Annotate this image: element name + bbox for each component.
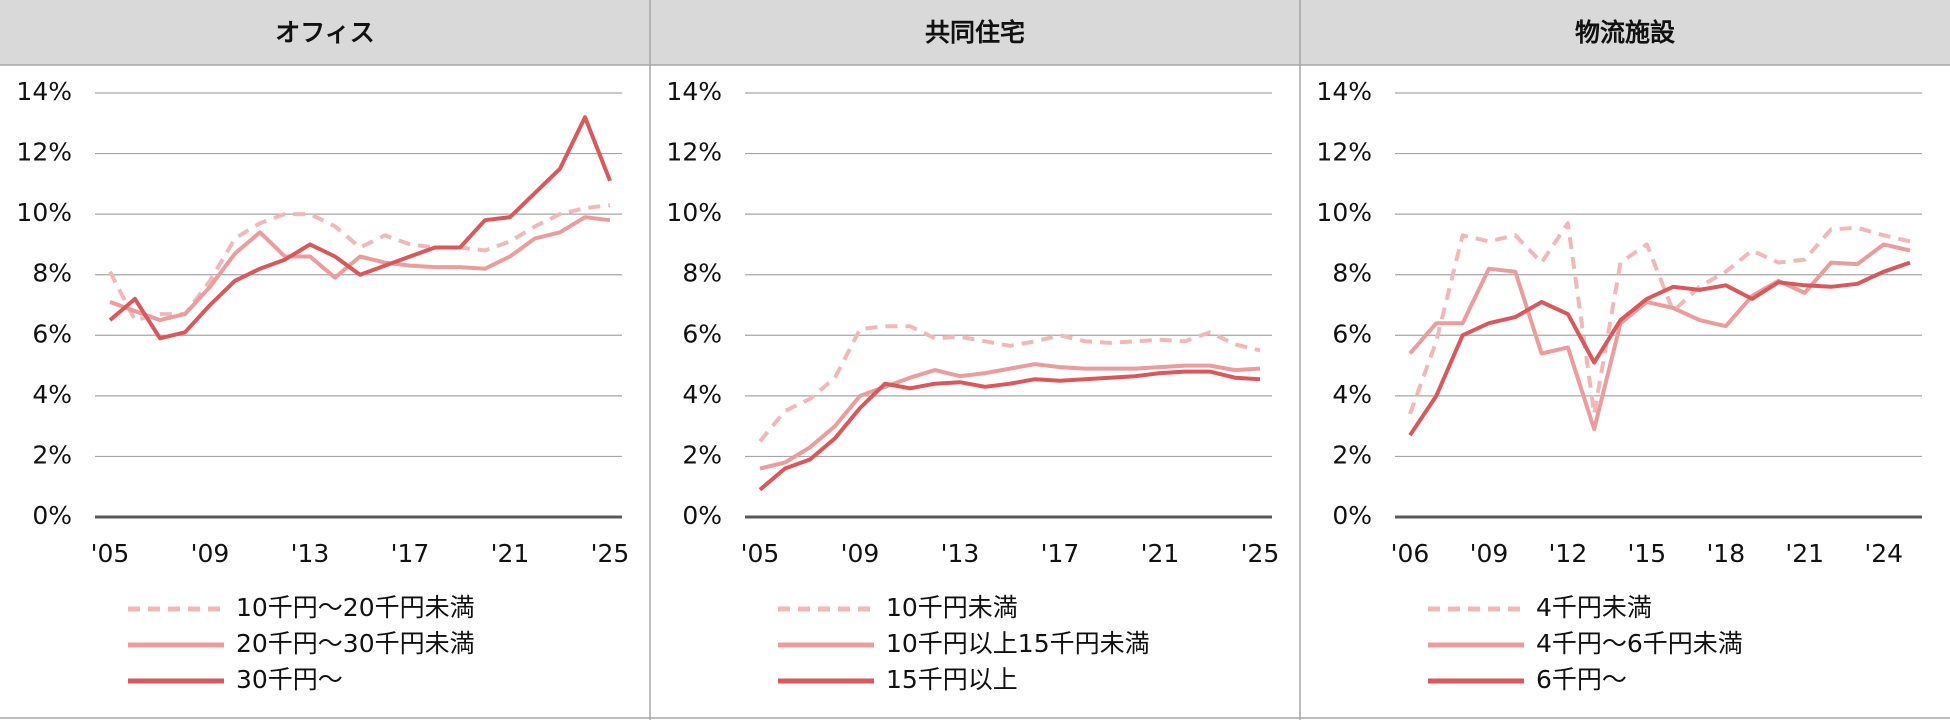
x-tick-label: '15 <box>1627 539 1666 568</box>
legend-label: 20千円～30千円未満 <box>236 629 475 658</box>
legend-label: 4千円未満 <box>1536 593 1652 622</box>
series-line <box>758 324 1261 443</box>
header-band <box>0 0 1950 65</box>
x-tick-label: '13 <box>291 539 330 568</box>
x-tick-label: '25 <box>591 539 630 568</box>
legend-label: 4千円～6千円未満 <box>1536 629 1743 658</box>
x-tick-label: '21 <box>491 539 530 568</box>
y-tick-label: 12% <box>1316 138 1372 167</box>
y-tick-label: 2% <box>1332 440 1372 469</box>
y-tick-label: 0% <box>682 501 722 530</box>
x-tick-label: '09 <box>191 539 230 568</box>
y-tick-label: 6% <box>1332 319 1372 348</box>
y-tick-label: 10% <box>16 198 72 227</box>
y-tick-label: 12% <box>666 138 722 167</box>
legend-label: 10千円未満 <box>886 593 1018 622</box>
y-tick-label: 4% <box>682 380 722 409</box>
y-tick-label: 8% <box>682 259 722 288</box>
panel-title: 共同住宅 <box>925 18 1025 47</box>
series-line <box>108 115 612 341</box>
series-line <box>108 203 611 323</box>
x-tick-label: '05 <box>91 539 130 568</box>
x-tick-label: '17 <box>1041 539 1080 568</box>
series-line <box>1408 242 1911 432</box>
x-tick-label: '09 <box>1470 539 1509 568</box>
series-line <box>1408 221 1911 416</box>
series-line <box>109 215 611 323</box>
x-tick-label: '25 <box>1241 539 1280 568</box>
series-line <box>758 369 1261 492</box>
x-tick-label: '05 <box>741 539 780 568</box>
y-tick-label: 14% <box>1316 77 1372 106</box>
legend-label: 6千円～ <box>1536 665 1627 694</box>
y-tick-label: 8% <box>1332 259 1372 288</box>
legend-label: 15千円以上 <box>886 665 1018 694</box>
y-tick-label: 2% <box>682 440 722 469</box>
x-tick-label: '17 <box>391 539 430 568</box>
x-tick-label: '18 <box>1706 539 1745 568</box>
x-tick-label: '06 <box>1391 539 1430 568</box>
y-tick-label: 8% <box>32 259 72 288</box>
y-tick-label: 6% <box>682 319 722 348</box>
y-tick-label: 14% <box>666 77 722 106</box>
x-tick-label: '09 <box>841 539 880 568</box>
legend-label: 10千円～20千円未満 <box>236 593 475 622</box>
y-tick-label: 6% <box>32 319 72 348</box>
y-tick-label: 10% <box>666 198 722 227</box>
y-tick-label: 0% <box>1332 501 1372 530</box>
legend-label: 10千円以上15千円未満 <box>886 629 1150 658</box>
y-tick-label: 4% <box>32 380 72 409</box>
y-tick-label: 12% <box>16 138 72 167</box>
x-tick-label: '21 <box>1141 539 1180 568</box>
panel-title: オフィス <box>275 18 375 47</box>
y-tick-label: 4% <box>1332 380 1372 409</box>
legend-label: 30千円～ <box>236 665 343 694</box>
series-line <box>1408 260 1911 437</box>
x-tick-label: '12 <box>1549 539 1588 568</box>
y-tick-label: 0% <box>32 501 72 530</box>
y-tick-label: 2% <box>32 440 72 469</box>
x-tick-label: '13 <box>941 539 980 568</box>
panel-title: 物流施設 <box>1575 18 1676 47</box>
x-tick-label: '24 <box>1864 539 1903 568</box>
series-line <box>759 362 1261 471</box>
y-tick-label: 10% <box>1316 198 1372 227</box>
x-tick-label: '21 <box>1785 539 1824 568</box>
y-tick-label: 14% <box>16 77 72 106</box>
